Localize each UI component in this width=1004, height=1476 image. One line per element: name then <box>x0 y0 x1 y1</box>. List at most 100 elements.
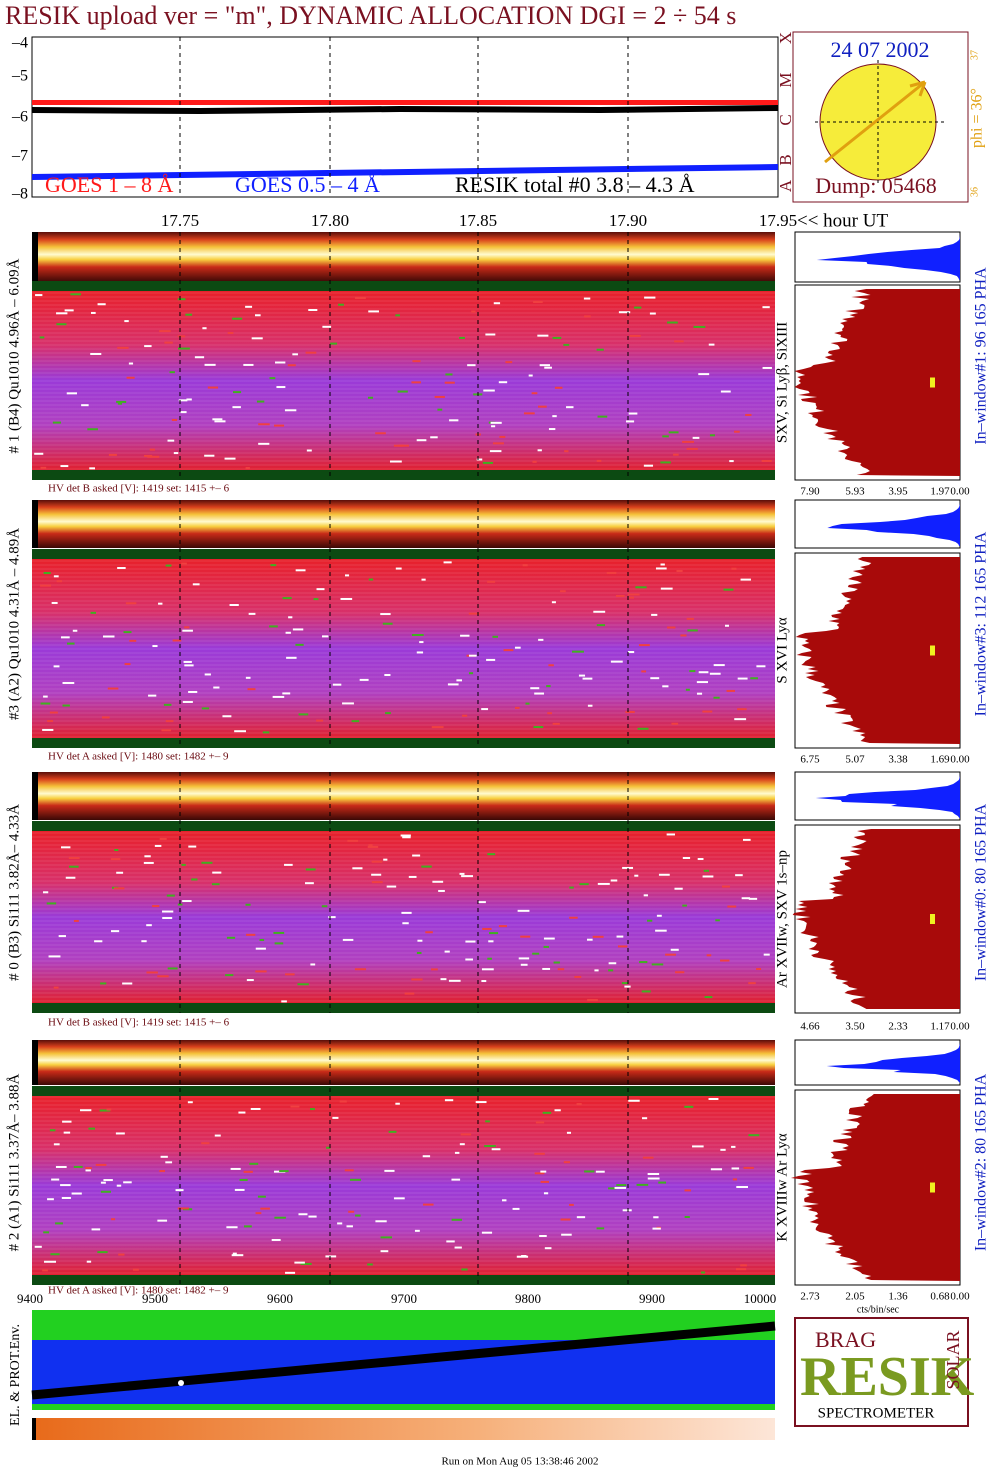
speckle <box>461 1268 468 1271</box>
env-strip <box>32 1418 775 1440</box>
speckle <box>763 953 770 956</box>
speckle <box>621 982 629 985</box>
speckle <box>566 406 574 409</box>
speckle <box>269 377 276 380</box>
speckle <box>290 1105 300 1108</box>
speckle <box>255 1212 262 1215</box>
speckle <box>371 873 382 876</box>
speckle <box>306 449 312 452</box>
speckle <box>444 950 450 953</box>
speckle <box>448 979 461 982</box>
speckle <box>347 839 359 842</box>
speckle <box>731 567 737 570</box>
speckle <box>186 398 192 401</box>
speckle <box>395 567 402 570</box>
speckle <box>229 604 239 607</box>
speckle <box>423 1203 434 1206</box>
speckle <box>367 1263 373 1266</box>
speckle <box>337 1222 343 1225</box>
speckle <box>735 874 743 877</box>
speckle <box>355 1214 361 1217</box>
speckle <box>100 1181 106 1184</box>
speckle <box>231 1254 244 1257</box>
speckle <box>66 392 77 395</box>
speckle <box>148 694 157 697</box>
speckle <box>411 634 424 637</box>
speckle <box>213 686 220 689</box>
env-strip-edge <box>32 1418 36 1440</box>
speckle <box>382 622 393 625</box>
speckle <box>491 425 496 428</box>
speckle <box>667 321 678 324</box>
speckle <box>444 1099 454 1102</box>
speckle <box>734 718 747 721</box>
speckle <box>55 1165 67 1168</box>
speckle <box>162 917 173 920</box>
speckle <box>491 1148 501 1151</box>
speckle <box>128 362 134 365</box>
speckle <box>616 1184 627 1187</box>
speckle <box>147 455 160 458</box>
speckle <box>344 574 350 577</box>
speckle <box>552 415 557 418</box>
speckle <box>702 710 713 713</box>
pha-tick-label: 2.05 <box>845 1291 865 1303</box>
speckle <box>533 726 544 729</box>
speckle <box>398 444 409 447</box>
speckle <box>667 626 676 629</box>
speckle <box>543 1192 549 1195</box>
speckle <box>512 1207 520 1210</box>
speckle <box>188 845 197 848</box>
speckle <box>338 303 344 306</box>
speckle <box>50 1253 60 1256</box>
speckle <box>578 674 586 677</box>
detector-label: # 2 (A1) Si111 3.37Å– 3.88Å <box>6 1074 22 1252</box>
speckle <box>281 1000 287 1003</box>
speckle <box>662 435 669 438</box>
speckle <box>116 871 124 874</box>
speckle <box>647 1177 660 1180</box>
speckle <box>537 449 542 452</box>
speckle <box>566 1131 571 1134</box>
speckle <box>165 564 172 567</box>
speckle <box>152 645 158 648</box>
speckle <box>46 902 57 905</box>
speckle <box>259 938 265 941</box>
speckle <box>411 381 421 384</box>
speckle <box>97 1251 108 1254</box>
speckle <box>732 1178 737 1181</box>
speckle <box>478 901 486 904</box>
spectrogram-texture <box>32 291 775 470</box>
speckle <box>298 1213 308 1216</box>
speckle <box>643 464 654 467</box>
speckle <box>297 983 309 986</box>
speckle <box>437 408 443 411</box>
speckle <box>251 337 263 340</box>
speckle <box>316 588 325 591</box>
speckle <box>596 459 602 462</box>
speckle <box>258 423 270 426</box>
speckle <box>60 846 71 849</box>
speckle <box>371 881 383 884</box>
speckle <box>124 663 131 666</box>
speckle <box>608 1187 617 1190</box>
speckle <box>292 628 304 631</box>
speckle <box>597 415 608 418</box>
speckle <box>587 704 593 707</box>
speckle <box>214 1134 221 1137</box>
speckle <box>310 1108 315 1111</box>
speckle <box>762 306 770 309</box>
speckle <box>285 631 291 634</box>
speckle <box>456 679 463 682</box>
histogram <box>792 829 960 1009</box>
speckle <box>696 692 703 695</box>
speckle <box>459 336 465 339</box>
speckle <box>702 875 714 878</box>
logo-side: SOLAR <box>943 1330 963 1389</box>
speckle <box>124 320 129 323</box>
speckle <box>485 1120 490 1123</box>
speckle <box>627 593 640 596</box>
speckle <box>177 298 186 301</box>
speckle <box>569 886 574 889</box>
speckle <box>471 310 476 313</box>
